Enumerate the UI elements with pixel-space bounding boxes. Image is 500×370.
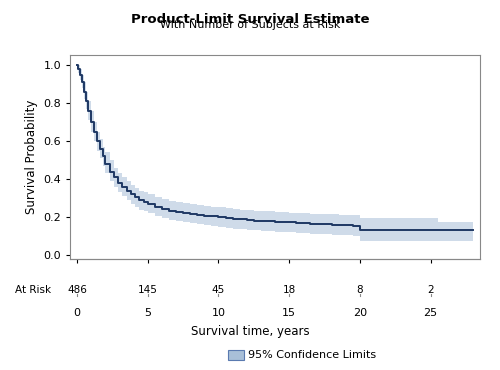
Text: 486: 486 xyxy=(67,285,87,296)
Text: 145: 145 xyxy=(138,285,158,296)
Text: 5: 5 xyxy=(144,307,152,318)
Text: 8: 8 xyxy=(356,285,363,296)
Text: 25: 25 xyxy=(424,307,438,318)
Text: 15: 15 xyxy=(282,307,296,318)
Y-axis label: Survival Probability: Survival Probability xyxy=(24,100,38,215)
Text: 20: 20 xyxy=(353,307,367,318)
Text: 45: 45 xyxy=(212,285,225,296)
Text: 95% Confidence Limits: 95% Confidence Limits xyxy=(248,350,376,360)
Text: 2: 2 xyxy=(427,285,434,296)
Text: 0: 0 xyxy=(74,307,80,318)
Text: At Risk: At Risk xyxy=(15,285,51,296)
Text: Product-Limit Survival Estimate: Product-Limit Survival Estimate xyxy=(131,13,369,26)
Text: Survival time, years: Survival time, years xyxy=(190,324,310,338)
Text: 18: 18 xyxy=(282,285,296,296)
Text: 10: 10 xyxy=(212,307,226,318)
Text: With Number of Subjects at Risk: With Number of Subjects at Risk xyxy=(160,20,340,30)
